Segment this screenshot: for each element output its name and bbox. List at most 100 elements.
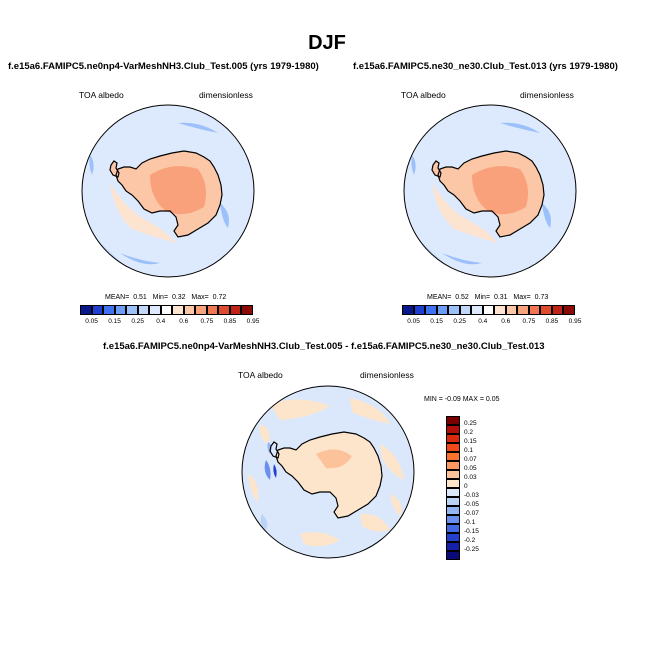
- panel2-colorbar: [402, 305, 575, 315]
- panel1-min-label: Min=: [152, 294, 169, 301]
- antarctica-coastline: [437, 150, 545, 238]
- panel1-mean-label: MEAN=: [105, 294, 130, 301]
- colorbar-swatch: [448, 305, 460, 315]
- panel1-stats: MEAN= 0.51 Min= 0.32 Max= 0.72: [105, 294, 226, 301]
- ocean-dark-patch: [442, 253, 482, 265]
- diff-colorbar-swatch: [446, 533, 460, 542]
- coastal-band: [110, 183, 176, 243]
- panel1-units-label: dimensionless: [199, 90, 253, 100]
- diff-positive-patch: [248, 474, 259, 502]
- panel2-title: f.e15a6.FAMIPC5.ne30_ne30.Club_Test.013 …: [353, 61, 618, 72]
- colorbar-swatch: [218, 305, 230, 315]
- colorbar-tick-label: 0.05: [407, 318, 420, 325]
- diff-colorbar-tick-label: 0: [464, 483, 468, 490]
- colorbar-swatch: [436, 305, 449, 315]
- map-field: [82, 105, 254, 277]
- colorbar-tick-label: 0.05: [85, 318, 98, 325]
- panel1-title: f.e15a6.FAMIPC5.ne0np4-VarMeshNH3.Club_T…: [8, 61, 319, 72]
- colorbar-swatch: [517, 305, 529, 315]
- panel2-max-label: Max=: [513, 294, 531, 301]
- colorbar-swatch: [103, 305, 115, 315]
- panel1-colorbar-labels: 0.05 0.15 0.25 0.4 0.6 0.75 0.85 0.95: [80, 318, 259, 328]
- diff-colorbar-swatch: [446, 416, 460, 425]
- panel1-colorbar: [80, 305, 253, 315]
- diff-colorbar-swatch: [446, 524, 460, 533]
- diff-colorbar-tick-label: 0.07: [464, 456, 477, 463]
- diff-positive-patch: [350, 398, 390, 424]
- colorbar-swatch: [563, 305, 575, 315]
- diff-colorbar-swatch: [446, 443, 460, 452]
- panel2-colorbar-labels: 0.05 0.15 0.25 0.4 0.6 0.75 0.85 0.95: [402, 318, 581, 328]
- diff-colorbar-swatch: [446, 452, 460, 461]
- colorbar-swatch: [482, 305, 495, 315]
- diff-colorbar-tick-label: 0.15: [464, 438, 477, 445]
- colorbar-tick-label: 0.25: [453, 318, 466, 325]
- diff-colorbar-swatch: [446, 488, 460, 497]
- panel1-max-value: 0.72: [212, 294, 227, 301]
- diff-negative-patch: [260, 514, 268, 530]
- colorbar-swatch: [91, 305, 104, 315]
- diff-colorbar-swatch: [446, 461, 460, 470]
- colorbar-tick-label: 0.6: [179, 318, 189, 325]
- colorbar-swatch: [229, 305, 242, 315]
- colorbar-swatch: [413, 305, 426, 315]
- diff-colorbar-swatch: [446, 506, 460, 515]
- diff-colorbar-tick-label: -0.05: [464, 501, 479, 508]
- ocean-dark-patch: [120, 253, 160, 265]
- colorbar-swatch: [505, 305, 518, 315]
- colorbar-tick-label: 0.15: [430, 318, 443, 325]
- panel3-map: [241, 385, 415, 559]
- panel2-min-label: Min=: [474, 294, 491, 301]
- colorbar-swatch: [471, 305, 483, 315]
- map-field: [404, 105, 576, 277]
- colorbar-tick-label: 0.95: [568, 318, 582, 325]
- map-border: [81, 104, 255, 278]
- interior-field: [150, 166, 206, 215]
- antarctica-coastline: [275, 431, 383, 519]
- diff-colorbar-swatch: [446, 551, 460, 560]
- panel1-map: [81, 104, 255, 278]
- coastal-band: [432, 183, 498, 243]
- colorbar-swatch: [183, 305, 196, 315]
- ocean-dark-patch: [89, 155, 94, 175]
- diff-colorbar-swatch: [446, 497, 460, 506]
- colorbar-tick-label: 0.25: [131, 318, 144, 325]
- colorbar-tick-label: 0.4: [478, 318, 488, 325]
- diff-positive-patch: [259, 424, 270, 444]
- diff-colorbar-tick-label: -0.07: [464, 510, 479, 517]
- diff-positive-patch: [360, 513, 390, 532]
- colorbar-swatch: [137, 305, 150, 315]
- colorbar-swatch: [149, 305, 161, 315]
- diff-colorbar-tick-label: 0.25: [464, 420, 477, 427]
- panel2-variable-label: TOA albedo: [401, 90, 446, 100]
- diff-colorbar-tick-label: 0.05: [464, 465, 477, 472]
- panel3-min-max: MIN = -0.09 MAX = 0.05: [424, 396, 500, 403]
- colorbar-swatch: [551, 305, 564, 315]
- panel2-mean-label: MEAN=: [427, 294, 452, 301]
- diff-negative-patch: [264, 460, 271, 480]
- colorbar-swatch: [528, 305, 541, 315]
- diff-positive-patch: [270, 399, 330, 420]
- panel1-max-label: Max=: [191, 294, 209, 301]
- diff-positive-patch: [300, 532, 340, 547]
- diff-colorbar-swatch: [446, 470, 460, 479]
- diff-colorbar-tick-label: -0.2: [464, 537, 476, 544]
- panel1-min-value: 0.32: [171, 294, 186, 301]
- interior-diff-patch: [316, 449, 352, 469]
- colorbar-tick-label: 0.4: [156, 318, 166, 325]
- diff-colorbar-swatch: [446, 515, 460, 524]
- colorbar-tick-label: 0.75: [200, 318, 214, 325]
- panel3-colorbar-labels: 0.25 0.2 0.15 0.1 0.07 0.05 0.03 0 -0.03 -0.05 -0.…: [464, 416, 504, 560]
- diff-positive-patch: [380, 444, 404, 480]
- colorbar-swatch: [459, 305, 472, 315]
- colorbar-swatch: [195, 305, 207, 315]
- diff-colorbar-swatch: [446, 542, 460, 551]
- diff-colorbar-swatch: [446, 425, 460, 434]
- peninsula-coastline: [109, 160, 120, 178]
- panel1-variable-label: TOA albedo: [79, 90, 124, 100]
- colorbar-swatch: [206, 305, 219, 315]
- diff-colorbar-tick-label: 0.03: [464, 474, 477, 481]
- colorbar-tick-label: 0.6: [501, 318, 511, 325]
- panel3-units-label: dimensionless: [360, 370, 414, 380]
- map-border: [403, 104, 577, 278]
